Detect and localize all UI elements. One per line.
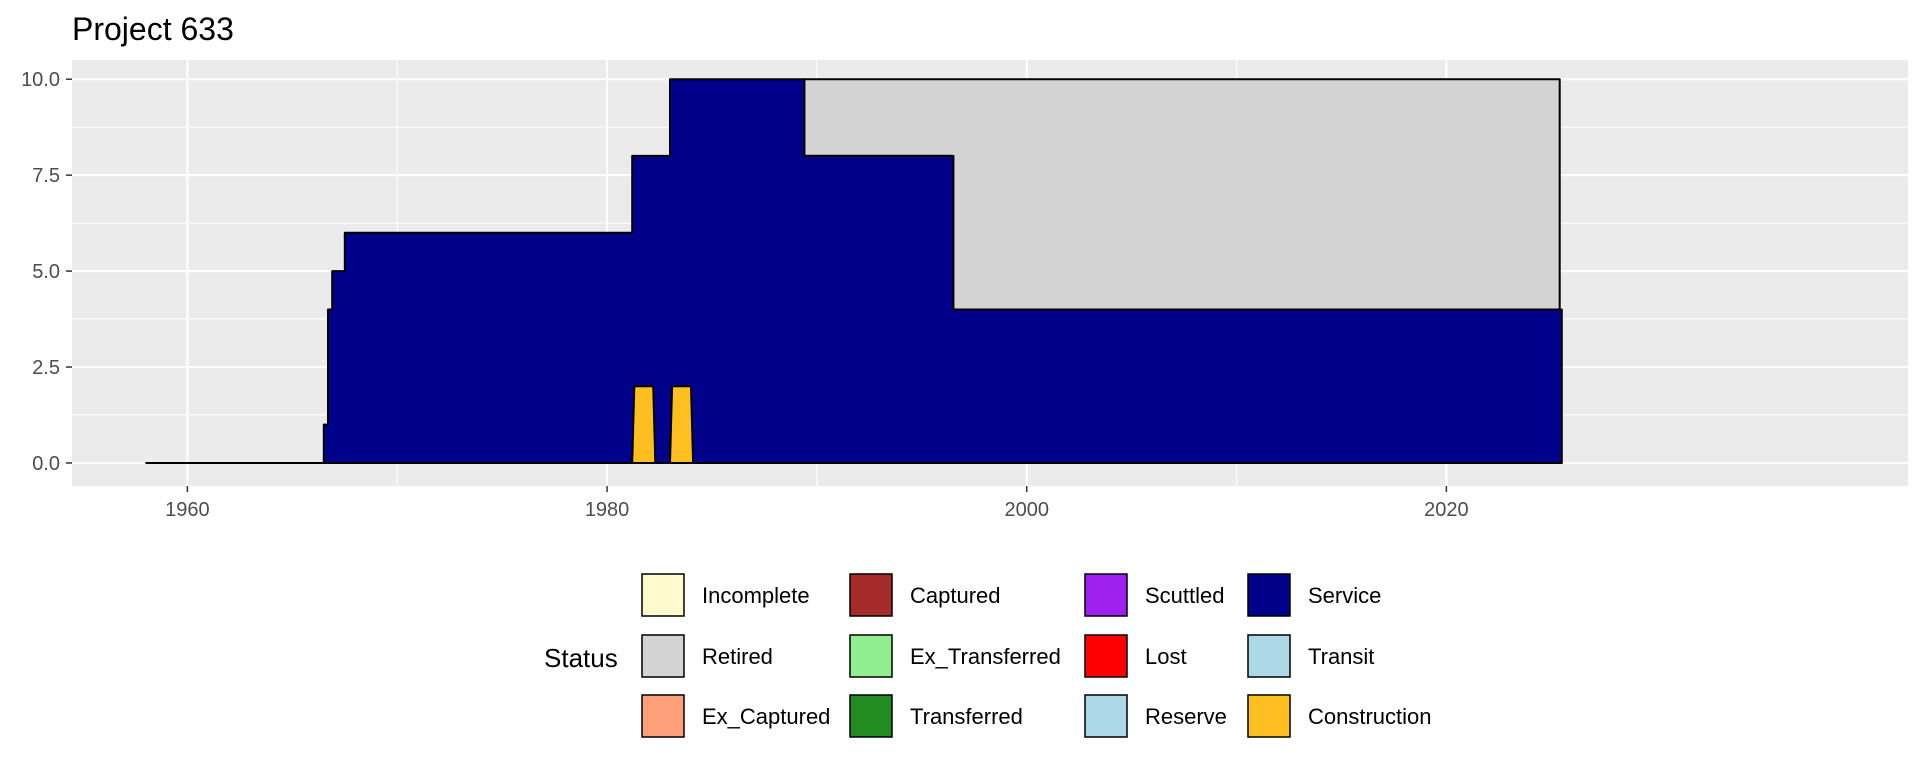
y-tick-label: 0.0 — [32, 453, 60, 475]
legend-label: Transit — [1308, 644, 1374, 669]
legend-label: Incomplete — [702, 583, 810, 608]
legend-title: Status — [544, 643, 618, 673]
legend-label: Captured — [910, 583, 1001, 608]
legend-key-retired — [641, 634, 685, 678]
legend-label: Ex_Captured — [702, 704, 830, 729]
y-tick-label: 10.0 — [21, 69, 60, 91]
legend: Status Incomplete Retired Ex_Captured Captu… — [544, 573, 1432, 738]
legend-key-service — [1247, 573, 1291, 617]
legend-label: Transferred — [910, 704, 1023, 729]
x-tick-label: 1980 — [585, 499, 630, 521]
x-tick-label: 2000 — [1004, 499, 1049, 521]
legend-key-construction — [1247, 694, 1291, 738]
legend-label: Retired — [702, 644, 773, 669]
axis-ticks: 1960 1980 2000 2020 0.0 2.5 5.0 7.5 10.0 — [21, 69, 1469, 521]
legend-key-reserve — [1084, 694, 1128, 738]
y-tick-label: 5.0 — [32, 261, 60, 283]
area-construction — [669, 385, 695, 464]
legend-label: Ex_Transferred — [910, 644, 1061, 669]
area-construction — [631, 385, 657, 464]
x-tick-label: 1960 — [165, 499, 210, 521]
status-areas — [145, 78, 1563, 464]
chart-title: Project 633 — [72, 11, 234, 47]
legend-label: Scuttled — [1145, 583, 1225, 608]
legend-key-captured — [849, 573, 893, 617]
y-tick-label: 2.5 — [32, 357, 60, 379]
legend-key-incomplete — [641, 573, 685, 617]
legend-key-scuttled — [1084, 573, 1128, 617]
legend-key-transferred — [849, 694, 893, 738]
y-tick-label: 7.5 — [32, 165, 60, 187]
legend-label: Service — [1308, 583, 1381, 608]
legend-label: Reserve — [1145, 704, 1227, 729]
legend-key-ex-captured — [641, 694, 685, 738]
legend-key-transit — [1247, 634, 1291, 678]
legend-label: Lost — [1145, 644, 1187, 669]
area-service — [322, 78, 1563, 464]
legend-key-ex-transferred — [849, 634, 893, 678]
x-tick-label: 2020 — [1424, 499, 1469, 521]
legend-key-lost — [1084, 634, 1128, 678]
legend-label: Construction — [1308, 704, 1432, 729]
